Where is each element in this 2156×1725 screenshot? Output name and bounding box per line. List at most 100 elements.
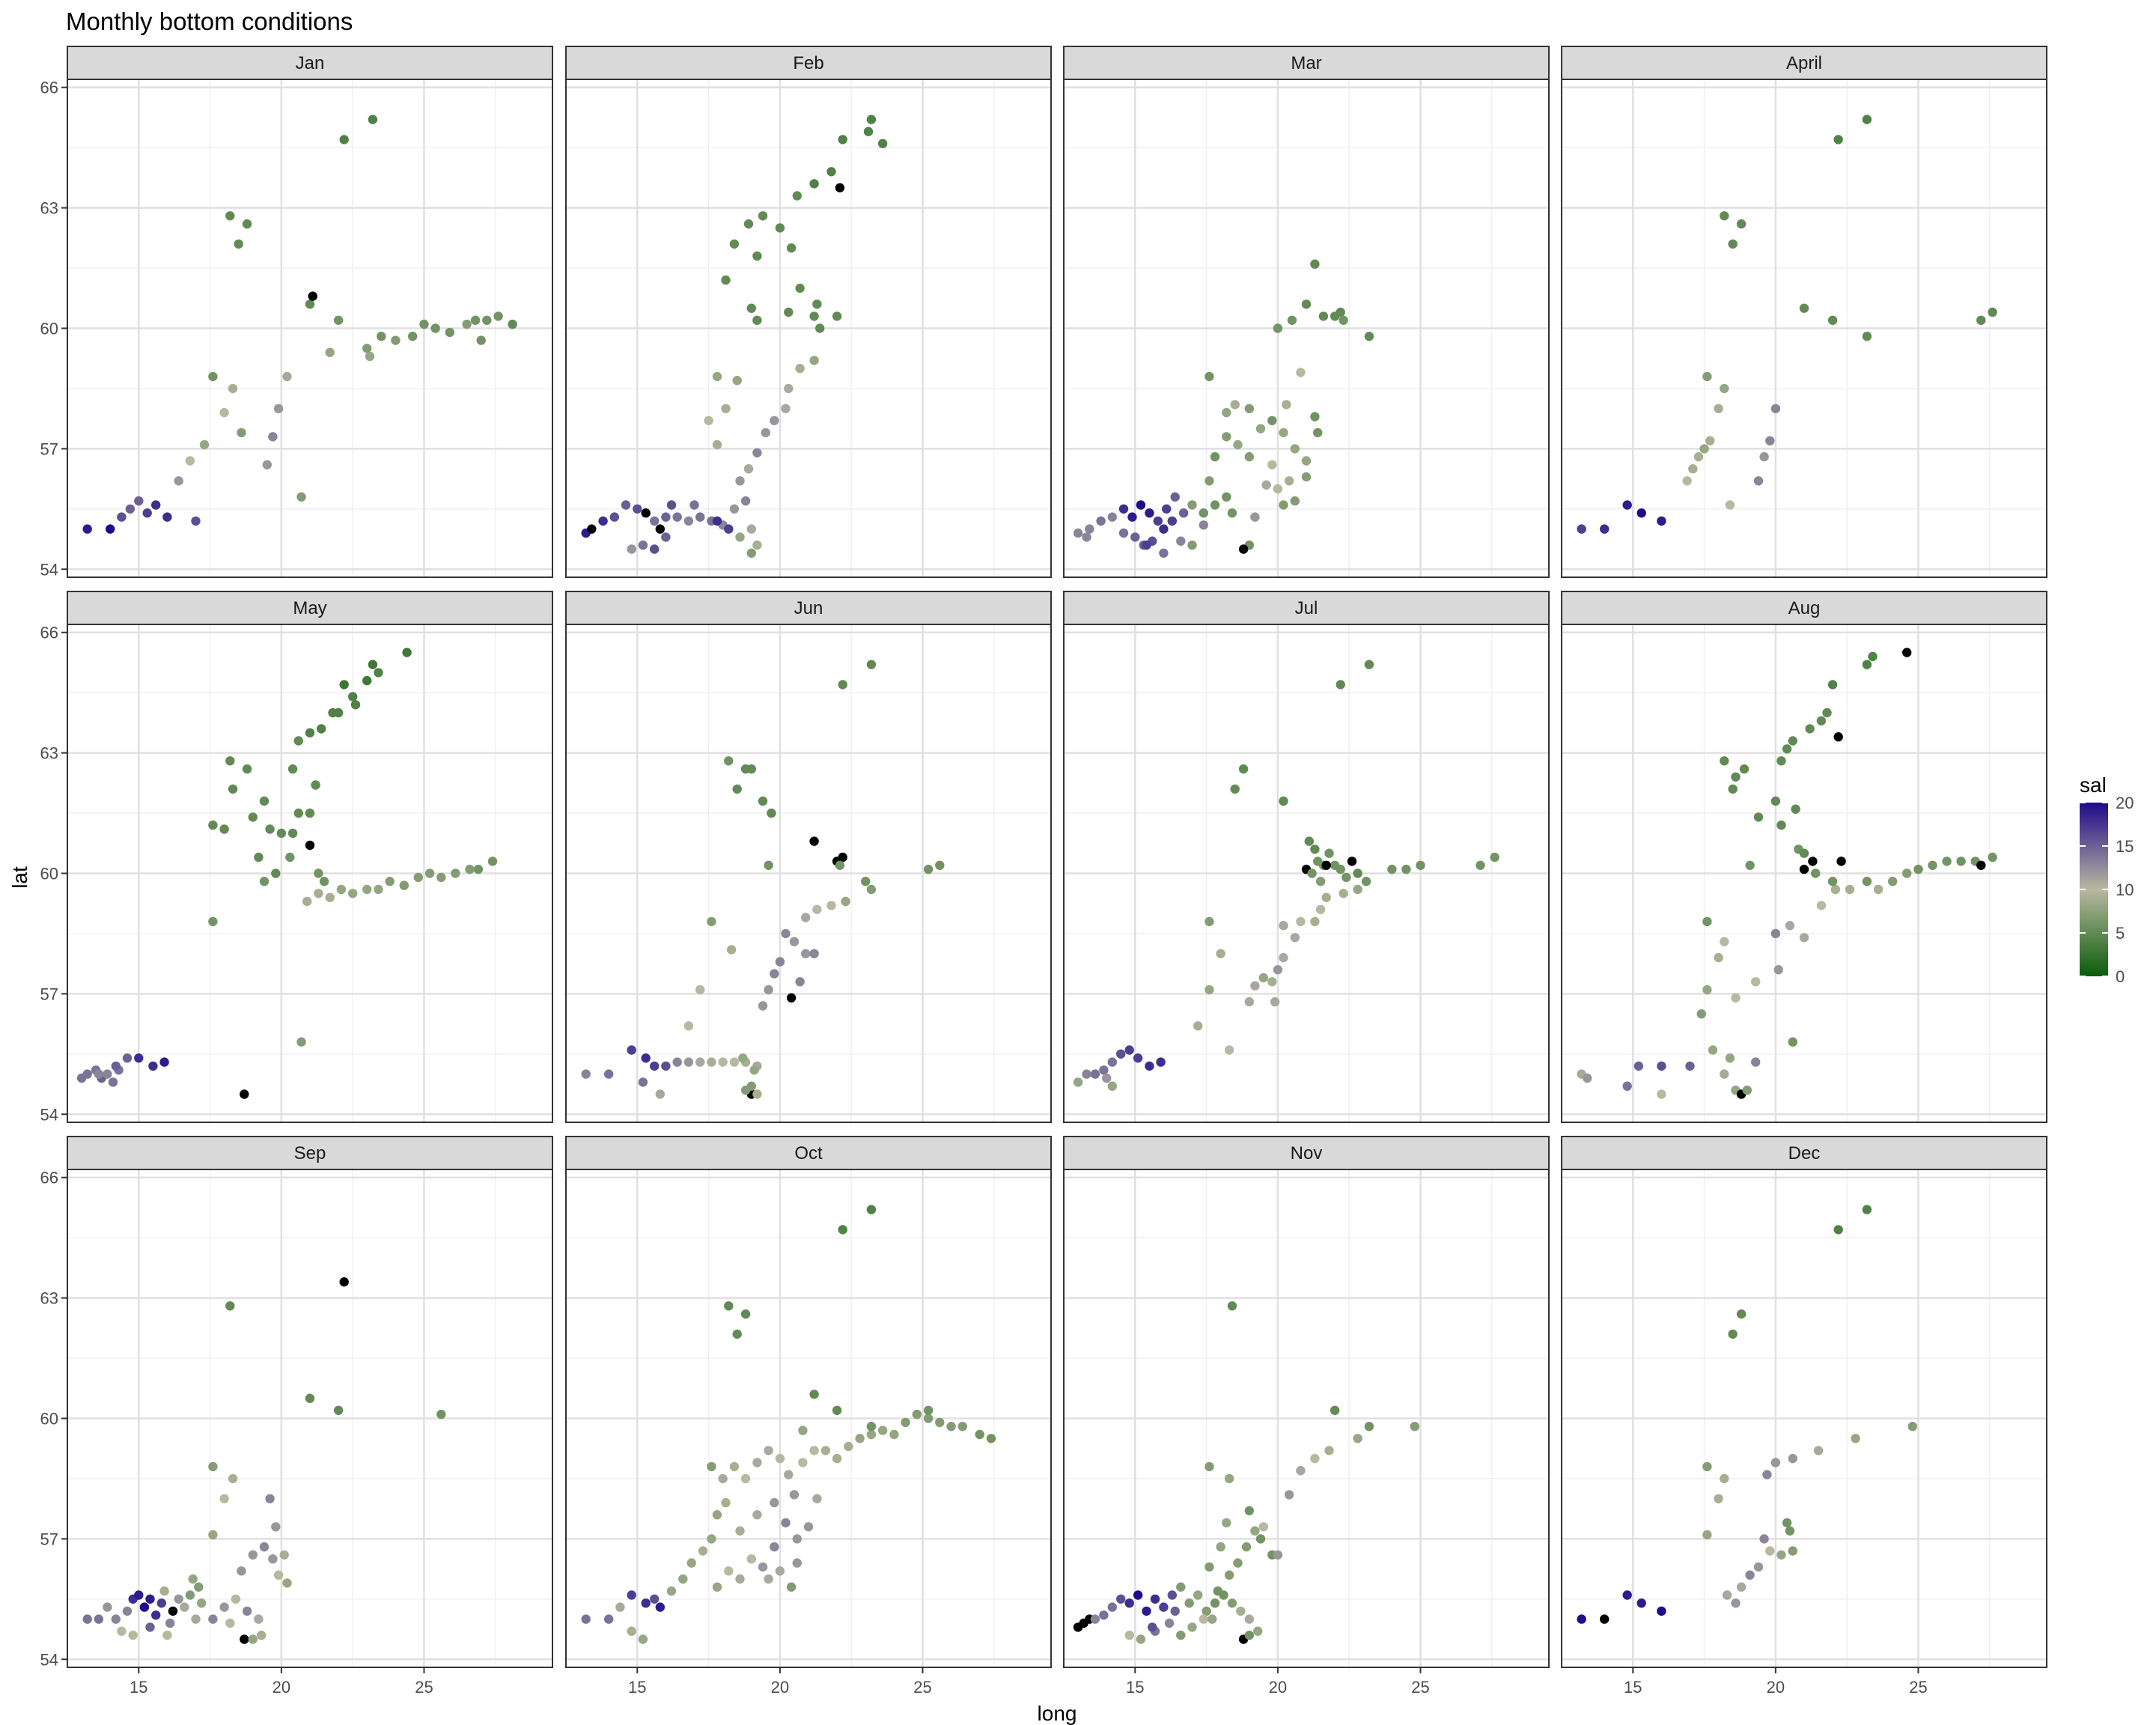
data-point — [1902, 648, 1912, 657]
data-point — [374, 884, 383, 895]
data-point — [1410, 1422, 1420, 1432]
data-point — [704, 416, 713, 425]
data-point — [1202, 1606, 1211, 1616]
data-point — [234, 239, 243, 249]
data-point — [1330, 1405, 1340, 1416]
data-point — [1785, 1526, 1795, 1536]
data-point — [721, 404, 731, 413]
data-point — [156, 1598, 166, 1608]
data-point — [1199, 1614, 1209, 1624]
data-point — [775, 223, 785, 233]
data-point — [1164, 1618, 1175, 1628]
data-point — [707, 1057, 716, 1067]
data-point — [1176, 1630, 1186, 1640]
data-point — [1928, 860, 1937, 871]
legend-title: sal — [2080, 773, 2107, 797]
data-point — [1156, 1057, 1166, 1067]
x-tick-label: 25 — [1909, 1678, 1927, 1697]
data-point — [1956, 857, 1966, 866]
data-point — [374, 668, 383, 678]
data-point — [792, 1558, 803, 1568]
facet-strip-label: Jan — [296, 53, 325, 73]
data-point — [197, 1598, 207, 1608]
data-point — [1731, 772, 1741, 782]
data-point — [1090, 1069, 1100, 1079]
data-point — [1833, 1225, 1843, 1235]
data-point — [348, 889, 358, 898]
x-tick-label: 25 — [415, 1678, 433, 1697]
data-point — [712, 371, 722, 382]
data-point — [122, 1606, 133, 1616]
data-point — [1770, 404, 1781, 413]
data-point — [1162, 504, 1172, 514]
data-point — [712, 1510, 722, 1520]
data-point — [445, 327, 454, 338]
data-point — [1324, 848, 1334, 858]
data-point — [1401, 864, 1411, 874]
data-point — [661, 512, 671, 522]
data-point — [740, 1473, 751, 1484]
data-point — [1633, 1061, 1644, 1071]
facet-strip-label: Feb — [793, 53, 823, 73]
data-point — [1657, 1089, 1666, 1099]
data-point — [866, 884, 877, 895]
data-point — [835, 860, 845, 871]
y-tick-label: 54 — [40, 1105, 58, 1124]
data-point — [1976, 860, 1986, 871]
data-point — [1702, 1461, 1712, 1472]
data-point — [1476, 860, 1485, 871]
data-point — [1176, 536, 1186, 546]
data-point — [1799, 864, 1809, 874]
data-point — [1577, 524, 1586, 534]
data-point — [1788, 1546, 1797, 1556]
data-point — [339, 680, 349, 690]
data-point — [1273, 965, 1283, 975]
data-point — [208, 371, 218, 382]
data-point — [740, 1085, 751, 1095]
data-point — [1267, 977, 1277, 987]
legend-tick-label: 10 — [2116, 880, 2134, 899]
data-point — [752, 540, 762, 550]
data-point — [180, 1602, 189, 1612]
data-point — [508, 319, 517, 329]
data-point — [302, 896, 312, 907]
data-point — [1833, 732, 1843, 742]
data-point — [333, 1405, 344, 1416]
data-point — [1170, 1606, 1180, 1616]
data-point — [1222, 407, 1231, 418]
data-point — [877, 139, 888, 148]
data-point — [803, 1522, 814, 1532]
data-point — [1583, 1073, 1592, 1083]
data-point — [317, 724, 326, 734]
data-point — [1736, 1309, 1747, 1319]
facet-strip — [565, 46, 1052, 80]
data-point — [1720, 937, 1729, 946]
data-point — [746, 1554, 756, 1564]
facet-panel-oct: Oct 15 20 25 — [565, 1136, 1052, 1697]
data-point — [740, 1309, 751, 1319]
data-point — [1096, 516, 1106, 526]
data-point — [689, 500, 699, 510]
data-point — [1782, 744, 1792, 754]
data-point — [820, 1446, 831, 1455]
data-point — [809, 836, 819, 846]
data-point — [336, 884, 347, 895]
data-point — [365, 351, 375, 362]
data-point — [1714, 1494, 1723, 1504]
data-point — [108, 1077, 118, 1087]
facet-strip — [1063, 1136, 1550, 1170]
data-point — [1205, 1562, 1214, 1572]
data-point — [285, 852, 295, 862]
data-point — [219, 1494, 229, 1504]
data-point — [650, 1594, 660, 1604]
x-tick-label: 25 — [913, 1678, 931, 1697]
data-point — [1227, 508, 1237, 518]
data-point — [1339, 889, 1348, 898]
data-point — [764, 1446, 773, 1455]
data-point — [1099, 1610, 1109, 1620]
panel-border — [1063, 1169, 1550, 1668]
x-tick-label: 20 — [771, 1678, 789, 1697]
data-point — [1313, 428, 1323, 438]
data-point — [764, 860, 773, 871]
data-point — [698, 1546, 708, 1556]
